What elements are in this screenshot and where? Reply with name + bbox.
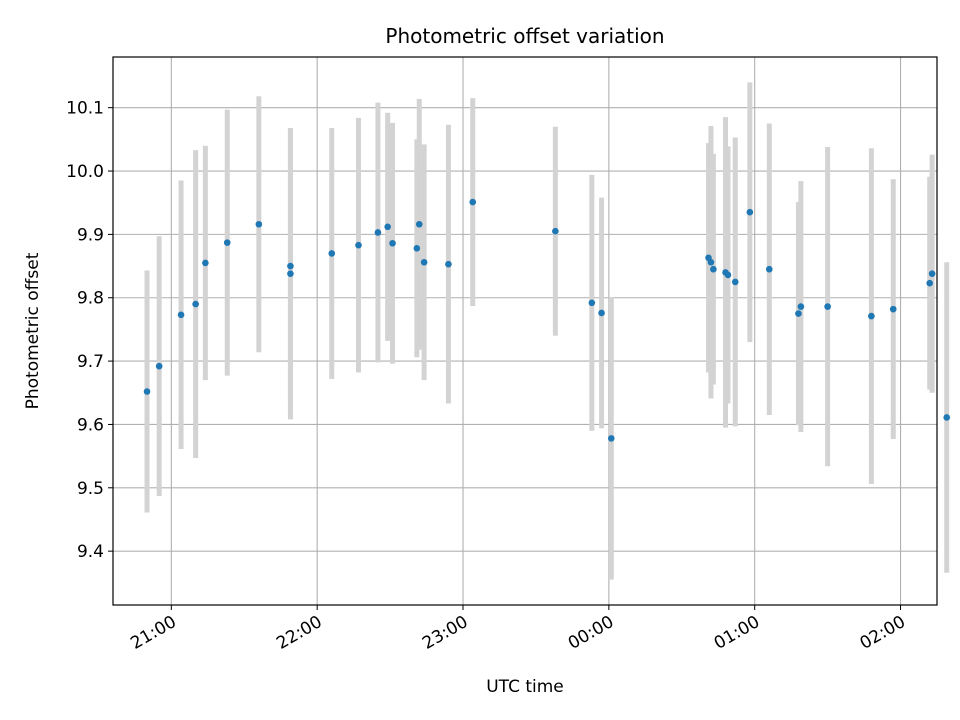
data-point (710, 265, 717, 273)
data-point (469, 198, 477, 206)
data-point (143, 388, 151, 395)
y-axis: 9.4 9.5 9.6 9.7 9.8 9.9 10.0 10.1 (66, 99, 113, 562)
data-point (928, 270, 936, 277)
y-tick-label: 9.7 (77, 352, 104, 372)
x-axis-label: UTC time (486, 677, 564, 697)
data-point (889, 305, 897, 313)
data-point (765, 265, 773, 273)
data-point (868, 312, 875, 320)
data-point (707, 258, 715, 266)
data-point (155, 362, 163, 370)
y-tick-label: 9.6 (77, 415, 104, 435)
data-point (177, 311, 185, 319)
data-point (389, 239, 396, 247)
data-point (384, 223, 391, 231)
data-point (824, 303, 831, 310)
data-point (287, 262, 294, 270)
data-point (445, 260, 452, 268)
data-point (202, 259, 209, 267)
y-tick-label: 9.4 (77, 542, 104, 562)
data-point (413, 245, 421, 252)
y-tick-label: 9.8 (77, 289, 104, 309)
data-point (287, 270, 294, 277)
data-point (552, 227, 559, 235)
data-point (797, 303, 805, 310)
data-point (415, 220, 423, 228)
data-point (255, 220, 263, 228)
data-point (192, 300, 199, 308)
data-point (420, 258, 428, 266)
data-point (926, 279, 934, 287)
y-tick-label: 9.9 (77, 225, 104, 245)
data-point (943, 414, 951, 421)
plot-frame (112, 56, 938, 606)
data-point (607, 435, 615, 442)
y-tick-label: 10.0 (66, 162, 104, 182)
data-point (795, 310, 802, 317)
y-tick-label: 10.1 (66, 99, 104, 119)
data-point (374, 229, 382, 236)
data-point (724, 271, 732, 279)
data-point (598, 309, 605, 317)
data-points (143, 198, 951, 442)
data-point (328, 250, 336, 257)
data-point (731, 278, 739, 286)
chart-title: Photometric offset variation (385, 24, 664, 48)
data-point (588, 299, 596, 307)
y-tick-label: 9.5 (77, 479, 104, 499)
data-point (355, 241, 362, 249)
data-point (223, 239, 231, 246)
data-point (746, 208, 754, 216)
y-axis-label: Photometric offset (23, 252, 43, 409)
